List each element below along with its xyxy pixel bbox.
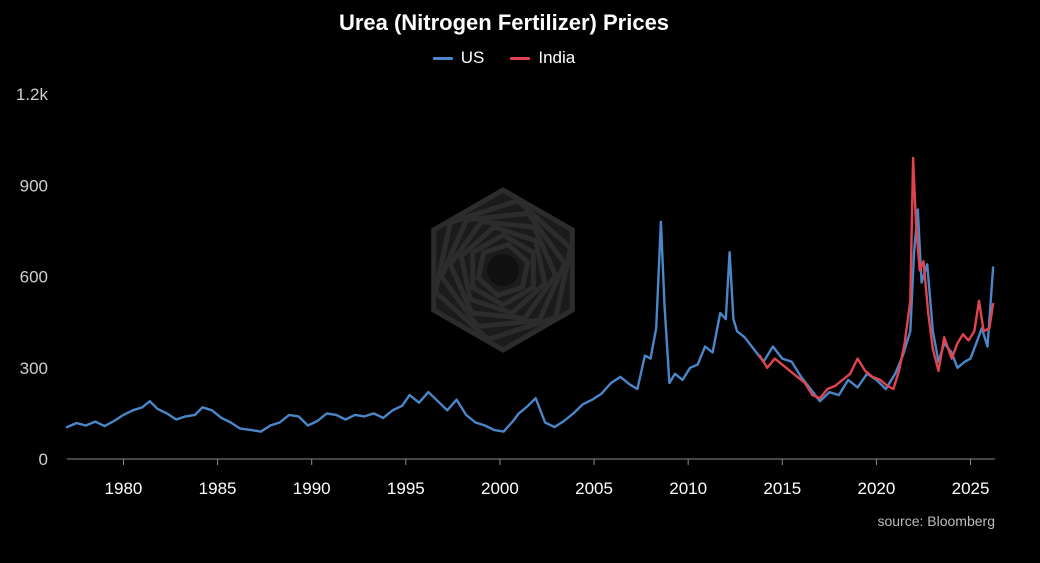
x-tick-label: 1995 — [387, 479, 425, 498]
x-tick-label: 2025 — [952, 479, 990, 498]
y-axis: 0 300 600 900 1.2k — [16, 85, 49, 469]
x-tick-label: 2010 — [669, 479, 707, 498]
series-line-us — [65, 208, 995, 433]
watermark-ring — [475, 241, 531, 299]
legend-item-us[interactable]: US — [432, 48, 485, 68]
legend-swatch-us — [432, 56, 453, 60]
legend-item-india[interactable]: India — [510, 48, 575, 68]
x-tick-label: 2020 — [857, 479, 895, 498]
x-tick-label: 2005 — [575, 479, 613, 498]
y-tick-label: 0 — [39, 450, 48, 469]
watermark-ring — [458, 224, 548, 316]
y-tick-label: 300 — [20, 359, 48, 378]
y-tick-label: 1.2k — [16, 85, 49, 104]
x-tick-label: 2000 — [481, 479, 519, 498]
watermark-center — [487, 254, 519, 286]
series-lines — [65, 156, 995, 433]
y-tick-label: 600 — [20, 268, 48, 287]
chart-title: Urea (Nitrogen Fertilizer) Prices — [338, 10, 670, 35]
watermark-ring — [432, 197, 574, 343]
watermark-logo — [431, 187, 575, 353]
x-tick-label: 1980 — [105, 479, 143, 498]
watermark-ring — [447, 218, 559, 322]
legend-label-us: US — [460, 48, 485, 67]
x-tick-label: 1990 — [293, 479, 331, 498]
watermark-ring — [470, 232, 536, 308]
legend-label-india: India — [538, 48, 576, 67]
chart-legend: US India — [0, 48, 1008, 68]
x-tick-label: 2015 — [763, 479, 801, 498]
y-tick-label: 900 — [20, 176, 48, 195]
series-line-india — [758, 156, 995, 400]
source-note: source: Bloomberg — [877, 513, 995, 529]
x-axis: 1980 1985 1990 1995 2000 2005 2010 2015 2020 2025 — [67, 458, 995, 498]
legend-swatch-india — [510, 56, 531, 60]
watermark-ring — [438, 210, 568, 330]
x-tick-label: 1985 — [199, 479, 237, 498]
